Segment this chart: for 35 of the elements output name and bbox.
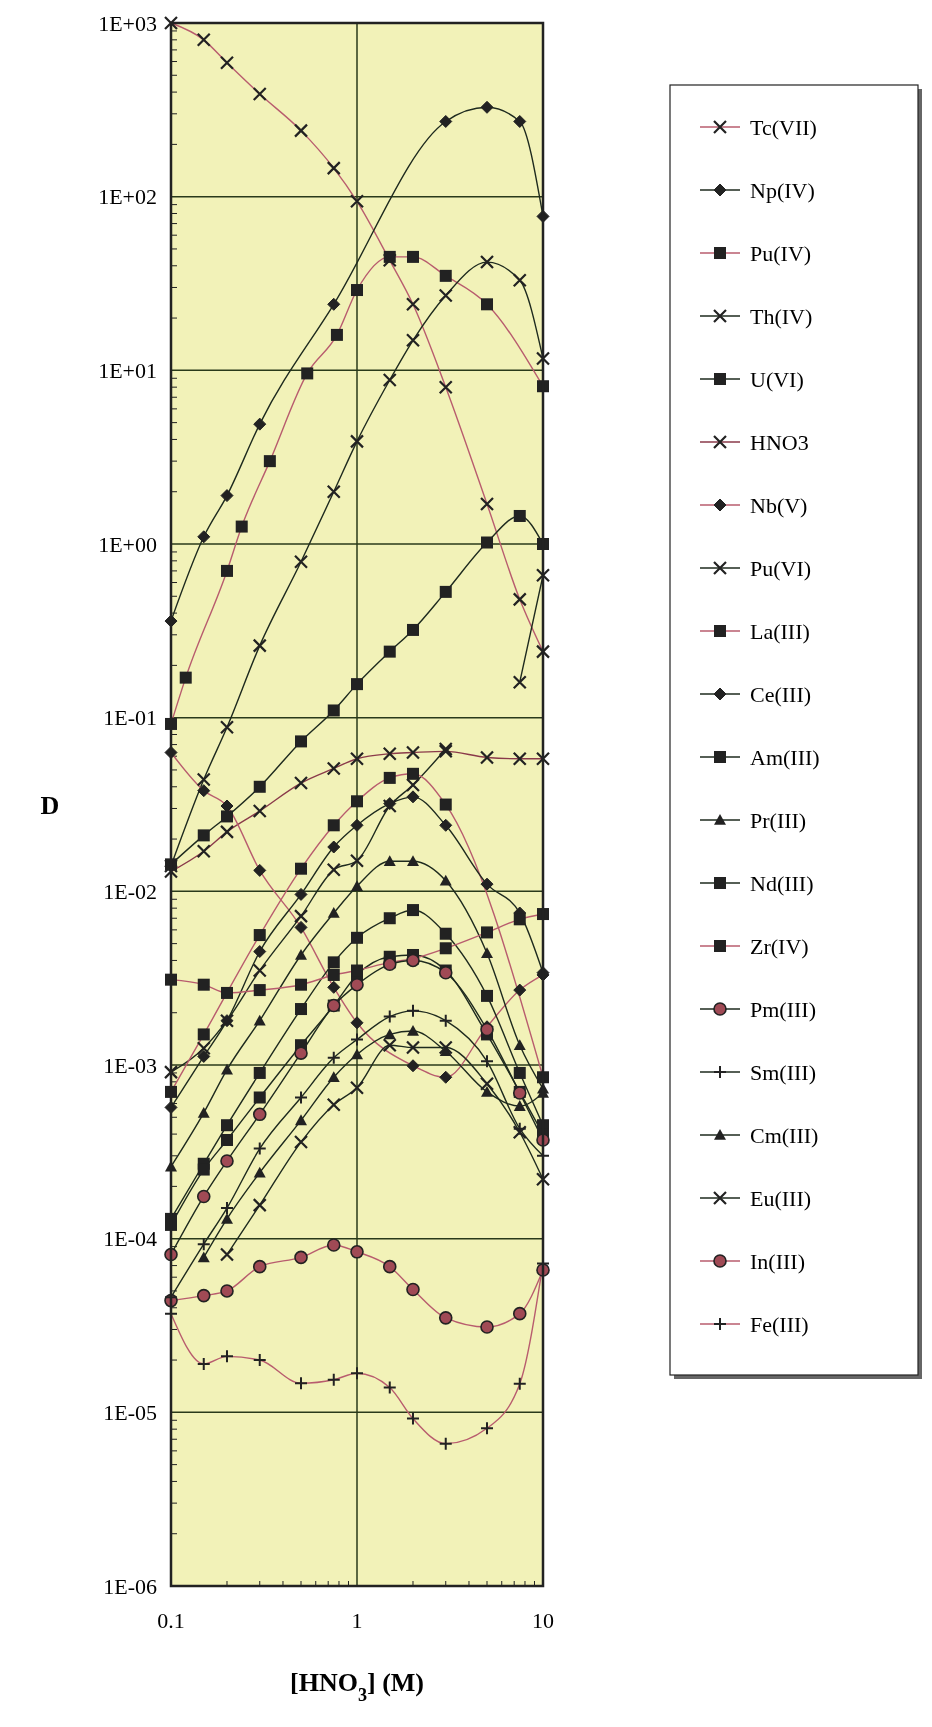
legend-label: Nd(III): [750, 870, 814, 896]
y-tick-label: 1E+01: [98, 358, 157, 384]
legend-label: Pr(III): [750, 807, 807, 833]
legend-label: Nb(V): [750, 492, 808, 518]
y-tick-label: 1E-04: [103, 1226, 157, 1252]
legend-label: Cm(III): [750, 1122, 819, 1148]
y-tick-label: 1E+02: [98, 184, 157, 210]
legend-label: Pu(VI): [750, 555, 812, 581]
y-tick-label: 1E-05: [103, 1400, 157, 1426]
y-tick-label: 1E-03: [103, 1052, 157, 1078]
x-tick-label: 0.1: [157, 1608, 185, 1633]
y-tick-label: 1E-01: [103, 705, 157, 731]
legend-label: Np(IV): [750, 177, 815, 203]
legend-label: In(III): [750, 1248, 805, 1274]
y-tick-label: 1E+03: [98, 10, 157, 36]
legend-label: Th(IV): [750, 303, 813, 329]
legend-label: Pu(IV): [750, 240, 812, 266]
legend-label: Pm(III): [750, 996, 816, 1022]
x-axis-title: [HNO$_{3}$] (M): [290, 1668, 424, 1705]
x-tick-label: 1: [351, 1608, 363, 1633]
legend-label: Zr(IV): [750, 933, 809, 959]
y-tick-label: 1E-06: [103, 1573, 157, 1599]
legend-label: Sm(III): [750, 1059, 816, 1085]
legend-label: Fe(III): [750, 1311, 809, 1337]
y-tick-label: 1E-02: [103, 879, 157, 905]
legend-label: HNO3: [750, 429, 809, 455]
legend-label: Tc(VII): [750, 114, 817, 140]
legend-label: U(VI): [750, 366, 804, 392]
y-tick-label: 1E+00: [98, 531, 157, 557]
x-tick-label: 10: [532, 1608, 554, 1633]
legend-label: La(III): [750, 618, 810, 644]
legend-label: Eu(III): [750, 1185, 812, 1211]
legend-label: Am(III): [750, 744, 820, 770]
y-axis-title: D: [40, 790, 60, 820]
legend-label: Ce(III): [750, 681, 812, 707]
